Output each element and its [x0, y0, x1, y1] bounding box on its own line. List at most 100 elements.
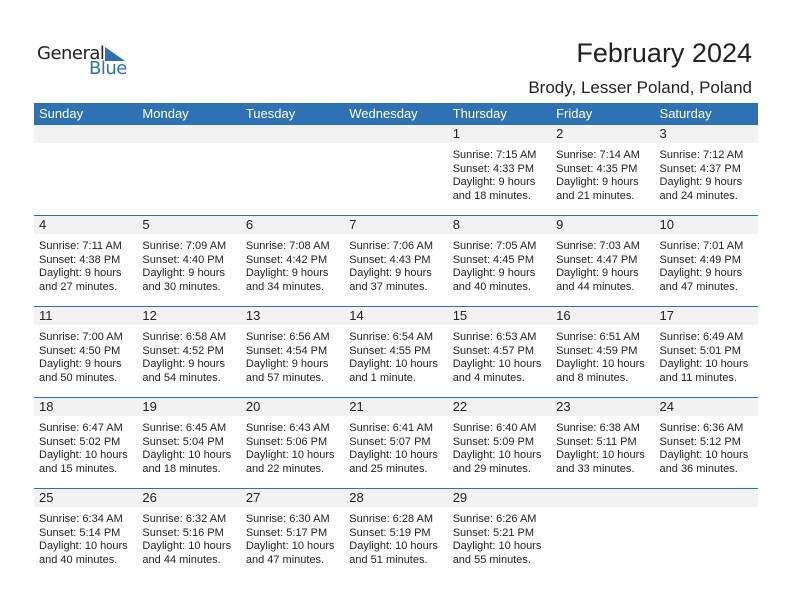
sunrise-text: Sunrise: 7:00 AM — [39, 331, 123, 343]
day-number: 18 — [39, 399, 54, 414]
weekday-saturday: Saturday — [659, 106, 712, 121]
sunset-text: Sunset: 5:19 PM — [349, 526, 431, 539]
day-cell: 18 Sunrise: 6:47 AM Sunset: 5:02 PM Dayligh… — [34, 398, 137, 476]
week-row: 1 Sunrise: 7:15 AM Sunset: 4:33 PM Daylight… — [34, 125, 758, 215]
daylight2-text: and 54 minutes. — [142, 371, 221, 384]
daylight1-text: Daylight: 10 hours — [452, 540, 542, 552]
day-number: 15 — [452, 308, 468, 323]
daylight1-text: Daylight: 9 hours — [245, 358, 329, 370]
weekday-wednesday: Wednesday — [349, 106, 418, 121]
sunrise-text: Sunrise: 6:26 AM — [452, 513, 537, 525]
day-number: 20 — [245, 399, 261, 414]
sunset-text: Sunset: 4:38 PM — [39, 253, 121, 266]
daylight1-text: Daylight: 10 hours — [556, 449, 645, 461]
daylight1-text: Daylight: 9 hours — [245, 267, 329, 279]
daylight1-text: Daylight: 9 hours — [556, 267, 639, 279]
daylight2-text: and 33 minutes. — [556, 462, 635, 475]
day-cell: 10 Sunrise: 7:01 AM Sunset: 4:49 PM Dayligh… — [655, 216, 758, 294]
sunset-text: Sunset: 4:52 PM — [142, 344, 224, 357]
empty-cell — [551, 489, 654, 567]
logo-text-general: General — [37, 43, 105, 64]
day-cell: 29 Sunrise: 6:26 AM Sunset: 5:21 PM Dayligh… — [448, 489, 551, 567]
sunset-text: Sunset: 4:57 PM — [452, 344, 535, 357]
sunset-text: Sunset: 5:01 PM — [659, 344, 741, 357]
day-number: 22 — [452, 399, 468, 414]
sunset-text: Sunset: 5:09 PM — [452, 435, 535, 448]
daylight1-text: Daylight: 9 hours — [349, 267, 432, 279]
daylight2-text: and 29 minutes. — [452, 462, 531, 475]
daylight2-text: and 55 minutes. — [452, 553, 531, 566]
day-number: 12 — [142, 308, 157, 323]
day-number: 19 — [142, 399, 157, 414]
day-cell: 21 Sunrise: 6:41 AM Sunset: 5:07 PM Dayligh… — [344, 398, 447, 476]
sunset-text: Sunset: 5:06 PM — [245, 435, 328, 448]
sunset-text: Sunset: 4:47 PM — [556, 253, 638, 266]
daylight1-text: Daylight: 10 hours — [245, 449, 335, 461]
day-cell: 24 Sunrise: 6:36 AM Sunset: 5:12 PM Dayligh… — [655, 398, 758, 476]
logo: General Blue — [37, 43, 137, 83]
daylight2-text: and 44 minutes. — [556, 280, 635, 293]
sunset-text: Sunset: 4:55 PM — [349, 344, 431, 357]
day-number: 2 — [556, 126, 564, 141]
daylight2-text: and 37 minutes. — [349, 280, 428, 293]
weekday-monday: Monday — [142, 106, 189, 121]
sunrise-text: Sunrise: 6:53 AM — [452, 331, 537, 343]
sunset-text: Sunset: 5:07 PM — [349, 435, 431, 448]
day-cell: 11 Sunrise: 7:00 AM Sunset: 4:50 PM Dayligh… — [34, 307, 137, 385]
sunrise-text: Sunrise: 6:30 AM — [245, 513, 330, 525]
daylight2-text: and 44 minutes. — [142, 553, 221, 566]
empty-cell — [241, 125, 344, 203]
sunset-text: Sunset: 5:14 PM — [39, 526, 121, 539]
sunset-text: Sunset: 4:45 PM — [452, 253, 535, 266]
daylight2-text: and 47 minutes. — [245, 553, 325, 566]
day-number: 7 — [349, 217, 357, 232]
weekday-thursday: Thursday — [452, 106, 507, 121]
day-cell: 14 Sunrise: 6:54 AM Sunset: 4:55 PM Dayligh… — [344, 307, 447, 385]
day-number: 23 — [556, 399, 571, 414]
daylight1-text: Daylight: 10 hours — [39, 449, 128, 461]
daylight2-text: and 40 minutes. — [39, 553, 118, 566]
sunset-text: Sunset: 5:12 PM — [659, 435, 741, 448]
sunrise-text: Sunrise: 6:40 AM — [452, 422, 537, 434]
day-cell: 8 Sunrise: 7:05 AM Sunset: 4:45 PM Daylight… — [448, 216, 551, 294]
day-number: 24 — [659, 399, 674, 414]
daylight2-text: and 27 minutes. — [39, 280, 118, 293]
day-number: 10 — [659, 217, 674, 232]
empty-cell — [655, 489, 758, 567]
daylight2-text: and 11 minutes. — [659, 371, 737, 384]
sunset-text: Sunset: 4:50 PM — [39, 344, 121, 357]
sunrise-text: Sunrise: 6:49 AM — [659, 331, 744, 343]
day-number: 16 — [556, 308, 571, 323]
page-title: February 2024 — [576, 38, 752, 68]
day-number: 25 — [39, 490, 54, 505]
date-band — [34, 125, 758, 143]
sunrise-text: Sunrise: 7:05 AM — [452, 240, 537, 252]
day-cell: 3 Sunrise: 7:12 AM Sunset: 4:37 PM Daylight… — [655, 125, 758, 203]
empty-cell — [137, 125, 240, 203]
sunrise-text: Sunrise: 7:14 AM — [556, 149, 640, 161]
empty-cell — [34, 125, 137, 203]
sunrise-text: Sunrise: 6:32 AM — [142, 513, 227, 525]
sunrise-text: Sunrise: 6:51 AM — [556, 331, 640, 343]
daylight2-text: and 8 minutes. — [556, 371, 629, 384]
logo-text-blue: Blue — [89, 58, 127, 79]
sunrise-text: Sunrise: 6:38 AM — [556, 422, 640, 434]
day-number: 14 — [349, 308, 364, 323]
weekday-tuesday: Tuesday — [245, 106, 296, 121]
date-band — [34, 216, 758, 234]
day-number: 3 — [659, 126, 667, 141]
daylight2-text: and 1 minute. — [349, 371, 416, 384]
weekday-friday: Friday — [556, 106, 593, 121]
daylight2-text: and 18 minutes. — [142, 462, 221, 475]
daylight2-text: and 22 minutes. — [245, 462, 325, 475]
daylight1-text: Daylight: 10 hours — [245, 540, 335, 552]
day-number: 29 — [452, 490, 468, 505]
daylight1-text: Daylight: 10 hours — [349, 449, 438, 461]
daylight2-text: and 50 minutes. — [39, 371, 118, 384]
sunset-text: Sunset: 4:49 PM — [659, 253, 741, 266]
sunrise-text: Sunrise: 6:41 AM — [349, 422, 434, 434]
date-band — [34, 489, 758, 507]
daylight1-text: Daylight: 10 hours — [142, 540, 232, 552]
daylight2-text: and 21 minutes. — [556, 189, 635, 202]
